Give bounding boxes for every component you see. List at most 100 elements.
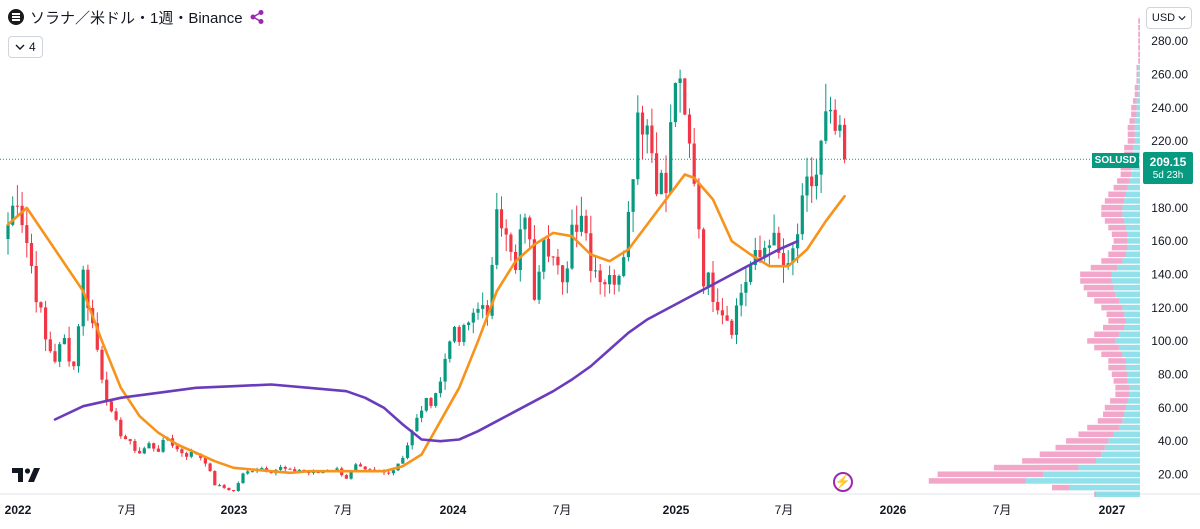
candle-body (687, 114, 692, 144)
candle-body (81, 269, 85, 327)
candle-body (86, 269, 90, 309)
volume-profile-bar-down (1083, 284, 1114, 291)
volume-profile-bar-down (1110, 398, 1128, 404)
volume-profile-bar-up (1124, 198, 1140, 204)
candle-body (185, 453, 189, 457)
candle-body (697, 183, 701, 230)
candle-body (593, 270, 598, 272)
candle-body (749, 265, 753, 283)
volume-profile-bar-down (1138, 58, 1140, 64)
volume-profile-bar-down (1138, 24, 1140, 31)
volume-profile-bar-up (1104, 444, 1140, 451)
lightning-icon[interactable]: ⚡ (833, 472, 853, 492)
candle-body (659, 172, 663, 195)
ma-short-line (6, 173, 846, 475)
volume-profile-bar-down (1104, 218, 1125, 224)
volume-profile-bar-up (1069, 484, 1140, 491)
candle-body (824, 111, 828, 141)
candle-body (401, 457, 405, 464)
volume-profile-bar-up (1122, 351, 1140, 358)
volume-profile-bar-up (1124, 218, 1140, 224)
indicators-toggle-button[interactable]: 4 (8, 36, 43, 58)
candle-body (161, 439, 165, 452)
candle-body (420, 410, 424, 418)
candle-body (236, 483, 240, 491)
candle-body (485, 305, 489, 316)
volume-profile-bar-down (1087, 338, 1116, 344)
network-share-icon[interactable] (249, 9, 265, 25)
candle-body (105, 379, 109, 402)
chart-title: ソラナ／米ドル・1週・Binance (30, 9, 243, 27)
volume-profile-bar-up (1127, 231, 1140, 238)
y-tick-label: 120.00 (1151, 301, 1188, 315)
volume-profile-bar-up (1125, 191, 1140, 198)
candle-body (95, 323, 99, 350)
candle-body (664, 172, 668, 194)
tradingview-logo-icon (12, 468, 40, 482)
candle-body (391, 470, 395, 474)
candle-body (612, 275, 616, 285)
candle-body (673, 82, 677, 123)
candle-body (119, 419, 123, 437)
candle-body (490, 264, 494, 316)
candle-body (781, 252, 786, 267)
volume-profile-bar-down (1078, 431, 1114, 438)
candle-body (76, 326, 81, 367)
volume-profile-bar-up (1129, 384, 1140, 391)
x-tick-label: 2024 (440, 503, 467, 517)
volume-profile-bar-up (1122, 258, 1140, 264)
candle-body (363, 466, 367, 470)
candle-body (189, 451, 193, 457)
volume-profile-bar-down (1094, 344, 1119, 351)
candle-body (570, 224, 574, 269)
candle-body (537, 271, 541, 300)
candle-body (175, 445, 179, 450)
candle-body (100, 349, 104, 380)
candle-body (25, 225, 29, 244)
volume-profile-bar-down (1117, 178, 1130, 184)
volume-profile-bar-up (1136, 98, 1140, 104)
candle-body (349, 470, 353, 479)
currency-select[interactable]: USD (1146, 7, 1192, 29)
candle-body (213, 471, 217, 486)
volume-profile-bar-down (1108, 318, 1126, 324)
candle-body (335, 468, 339, 471)
symbol-price-tag: SOLUSD (1092, 153, 1139, 168)
volume-profile-bar-down (1111, 371, 1128, 378)
volume-profile-bar-down (1094, 298, 1119, 304)
candle-body (48, 339, 52, 352)
volume-profile-bar-up (1113, 284, 1140, 291)
volume-profile-bar-down (1129, 118, 1135, 124)
candle-body (67, 338, 71, 362)
candle-body (6, 224, 10, 239)
candle-body (546, 238, 551, 257)
candle-body (452, 326, 457, 342)
volume-profile-bar-down (1120, 171, 1132, 178)
candle-body (739, 292, 743, 306)
candle-body (584, 215, 588, 234)
volume-profile-bar-up (1138, 71, 1140, 78)
last-price-box: 209.15 5d 23h (1143, 152, 1193, 184)
candle-body (156, 448, 160, 452)
volume-profile-bar-up (1125, 251, 1140, 258)
volume-profile-bar-up (1115, 338, 1140, 344)
candle-body (217, 485, 222, 487)
volume-profile-bar-down (1104, 198, 1125, 204)
volume-profile-bar-down (1127, 124, 1135, 131)
candle-body (15, 205, 19, 207)
volume-profile-bar-down (1055, 444, 1105, 451)
candle-body (711, 272, 715, 303)
y-tick-label: 40.00 (1158, 434, 1188, 448)
volume-profile-bar-down (1094, 331, 1119, 338)
candle-body (669, 122, 673, 194)
chevron-down-icon (1178, 16, 1186, 21)
x-tick-label: 2025 (663, 503, 690, 517)
candle-body (598, 270, 602, 283)
volume-profile-bar-down (1138, 31, 1140, 38)
candle-body (495, 209, 499, 265)
y-tick-label: 60.00 (1158, 401, 1188, 415)
candle-body (481, 305, 485, 309)
volume-profile-bar-down (1113, 184, 1128, 191)
candle-body (532, 239, 536, 300)
